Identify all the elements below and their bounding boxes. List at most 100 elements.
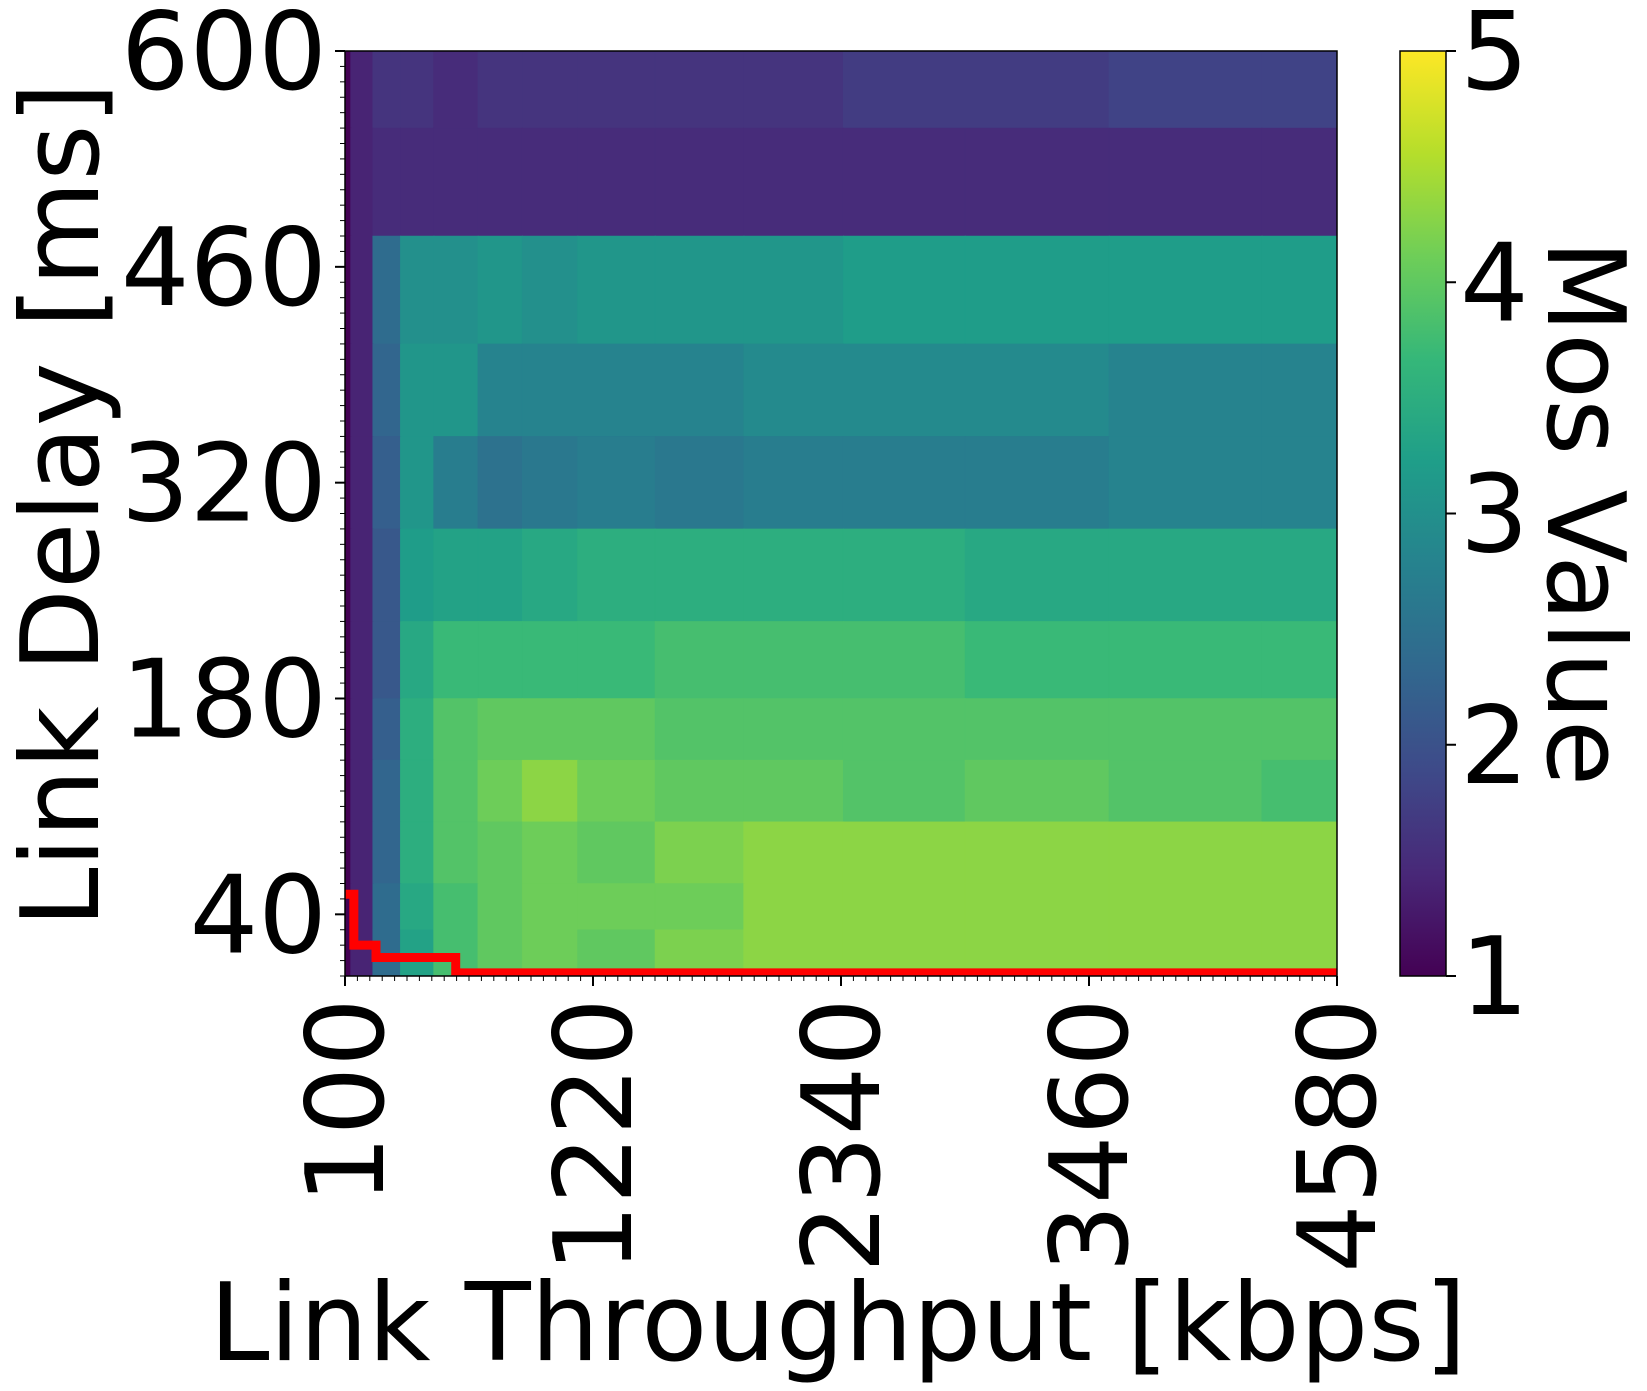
heatmap-cell — [345, 528, 352, 623]
heatmap-cell — [1261, 436, 1337, 530]
y-tick-label: 40 — [190, 853, 327, 978]
heatmap-cell — [372, 235, 402, 345]
y-axis: 40 180 320 460 600 — [121, 0, 345, 978]
heatmap-cell — [654, 821, 745, 885]
heatmap-cell — [521, 127, 579, 237]
colorbar-label: Mos Value — [1522, 240, 1647, 786]
heatmap-cell — [1261, 127, 1337, 237]
colorbar-tick-label: 2 — [1460, 684, 1529, 809]
heatmap-cell — [400, 759, 435, 823]
heatmap-cell — [433, 235, 479, 345]
heatmap-cell — [842, 883, 966, 931]
heatmap-cell — [521, 929, 579, 976]
heatmap-cell — [345, 436, 352, 530]
heatmap-cell — [521, 759, 579, 823]
heatmap-cell — [350, 759, 374, 823]
heatmap-cell — [964, 436, 1110, 530]
heatmap-cell — [743, 343, 845, 438]
heatmap-cell — [345, 821, 352, 885]
x-tick-label: 1220 — [532, 998, 657, 1273]
heatmap-cell — [964, 883, 1110, 931]
heatmap-cell — [654, 929, 745, 976]
heatmap-cell — [345, 759, 352, 823]
heatmap-cell — [743, 759, 845, 823]
heatmap-cell — [400, 621, 435, 700]
heatmap-cell — [345, 51, 352, 129]
heatmap-cell — [577, 436, 656, 530]
heatmap-cell — [577, 235, 656, 345]
heatmap-cell — [345, 698, 352, 762]
heatmap-cell — [743, 621, 845, 700]
heatmap-cell — [577, 759, 656, 823]
heatmap-cell — [345, 235, 352, 345]
heatmap-cell — [964, 343, 1110, 438]
x-axis: 100 1220 2340 3460 4580 — [284, 976, 1401, 1273]
heatmap-cell — [842, 343, 966, 438]
heatmap-cell — [1108, 235, 1263, 345]
heatmap-cell — [1108, 929, 1263, 976]
heatmap-cell — [743, 929, 845, 976]
heatmap-cell — [372, 883, 402, 931]
heatmap-cell — [400, 698, 435, 762]
heatmap-cell — [350, 528, 374, 623]
heatmap-cell — [1108, 821, 1263, 885]
heatmap-cell — [350, 621, 374, 700]
heatmap-cell — [477, 127, 523, 237]
heatmap-cell — [654, 235, 745, 345]
heatmap-cell — [350, 343, 374, 438]
heatmap-cell — [743, 821, 845, 885]
heatmap-cell — [521, 698, 579, 762]
heatmap-cell — [1261, 343, 1337, 438]
heatmap-cell — [577, 528, 656, 623]
heatmap-cell — [964, 528, 1110, 623]
heatmap-cell — [1108, 759, 1263, 823]
heatmap-cell — [1108, 883, 1263, 931]
heatmap-cell — [1108, 436, 1263, 530]
heatmap-cell — [477, 698, 523, 762]
heatmap-cell — [1261, 883, 1337, 931]
heatmap-cell — [433, 343, 479, 438]
heatmap-cell — [743, 51, 845, 129]
heatmap-cell — [1261, 759, 1337, 823]
heatmap-cell — [433, 528, 479, 623]
heatmap-cell — [433, 883, 479, 931]
heatmap-cell — [521, 343, 579, 438]
heatmap-cell — [477, 235, 523, 345]
heatmap-cell — [477, 436, 523, 530]
x-tick-label: 100 — [284, 998, 409, 1204]
heatmap-cell — [964, 51, 1110, 129]
heatmap-cell — [400, 51, 435, 129]
heatmap-cell — [577, 51, 656, 129]
heatmap-cell — [433, 759, 479, 823]
heatmap-cell — [400, 436, 435, 530]
heatmap-cell — [964, 235, 1110, 345]
heatmap-cell — [372, 343, 402, 438]
heatmap-cell — [1261, 528, 1337, 623]
heatmap-cell — [654, 759, 745, 823]
heatmap-cell — [1261, 235, 1337, 345]
heatmap-cell — [1261, 821, 1337, 885]
heatmap-cell — [964, 759, 1110, 823]
colorbar-tick-label: 1 — [1460, 915, 1529, 1040]
heatmap-cell — [372, 528, 402, 623]
heatmap-cell — [372, 821, 402, 885]
heatmap-cell — [1108, 127, 1263, 237]
heatmap-cell — [521, 51, 579, 129]
heatmap-cell — [743, 698, 845, 762]
heatmap-cell — [743, 127, 845, 237]
heatmap-cell — [521, 528, 579, 623]
heatmap-cell — [400, 528, 435, 623]
heatmap-cell — [964, 698, 1110, 762]
heatmap-cell — [350, 821, 374, 885]
heatmap-cell — [1108, 343, 1263, 438]
heatmap-cell — [842, 621, 966, 700]
heatmap-cell — [400, 127, 435, 237]
heatmap-cell — [577, 929, 656, 976]
heatmap-cell — [842, 51, 966, 129]
heatmap-cell — [477, 621, 523, 700]
heatmap-cell — [743, 883, 845, 931]
heatmap-cell — [345, 343, 352, 438]
heatmap-cell — [842, 698, 966, 762]
x-tick-label: 2340 — [780, 998, 905, 1273]
heatmap-cell — [433, 621, 479, 700]
